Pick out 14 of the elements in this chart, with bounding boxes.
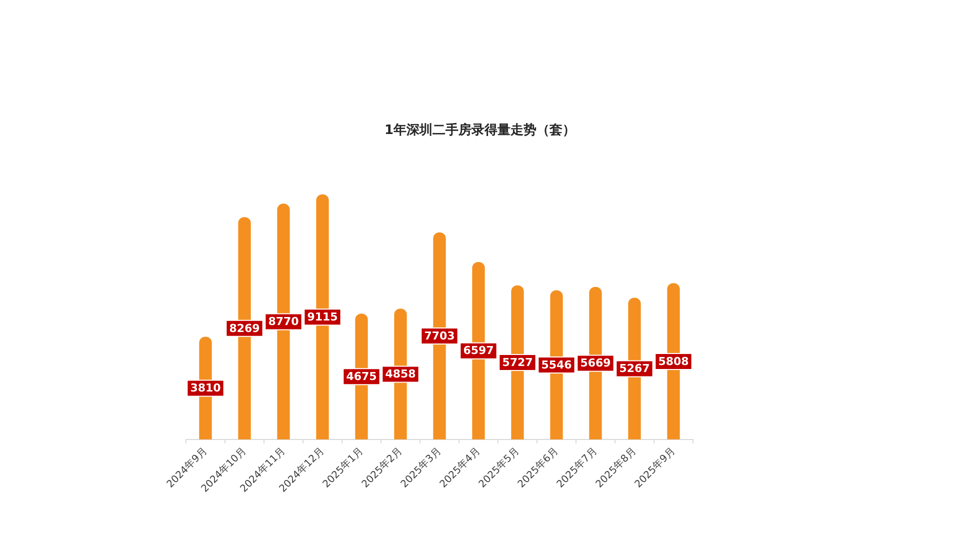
data-label: 5669 bbox=[580, 356, 611, 370]
chart-title: 1年深圳二手房录得量走势（套） bbox=[383, 122, 577, 140]
data-label: 5267 bbox=[619, 362, 650, 376]
data-label: 4675 bbox=[346, 370, 377, 384]
data-label: 5546 bbox=[541, 358, 572, 372]
data-label: 6597 bbox=[463, 344, 494, 358]
data-label: 5808 bbox=[658, 354, 689, 368]
data-label: 5727 bbox=[502, 356, 533, 369]
data-label: 3810 bbox=[190, 382, 222, 395]
data-label: 7703 bbox=[424, 329, 455, 342]
data-label: 8269 bbox=[229, 322, 260, 335]
data-label: 4858 bbox=[385, 368, 416, 381]
data-label: 9115 bbox=[307, 310, 338, 324]
data-label: 8770 bbox=[268, 315, 300, 328]
